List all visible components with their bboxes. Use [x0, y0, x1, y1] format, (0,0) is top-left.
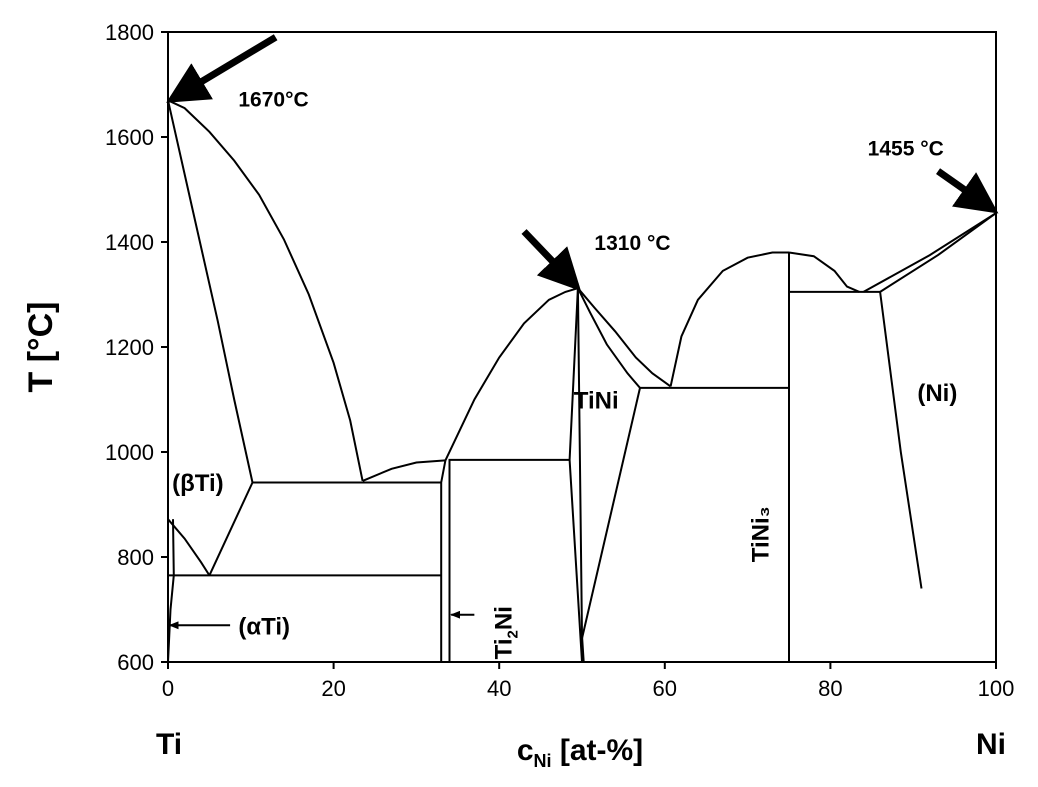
- beta-ti-phase-label: (βTi): [172, 470, 224, 497]
- y-tick-label: 800: [117, 545, 154, 570]
- phase-boundary-line: [167, 100, 254, 483]
- phase-boundary-line: [568, 288, 583, 663]
- element-ni-label: Ni: [976, 728, 1006, 761]
- x-axis-title: cNi [at-%]: [517, 734, 643, 771]
- phase-boundary-line: [444, 287, 579, 461]
- phase-boundary-line: [440, 460, 447, 662]
- y-tick-label: 1600: [105, 125, 154, 150]
- annotation-arrows: [166, 34, 999, 630]
- ti2ni-rest: Ni: [491, 606, 518, 630]
- tini-melt-label: 1310 °C: [594, 232, 670, 255]
- ti2ni-phase-label: Ti2Ni: [491, 606, 522, 659]
- x-tick-label: 80: [818, 676, 842, 701]
- x-tick-label: 40: [487, 676, 511, 701]
- phase-boundary-line: [879, 212, 997, 293]
- ti2ni-main: Ti: [491, 638, 518, 659]
- phase-boundary-line: [167, 518, 211, 576]
- y-axis-title: T [°C]: [22, 301, 60, 392]
- y-tick-label: 1400: [105, 230, 154, 255]
- x-axis-title-main: c: [517, 734, 534, 767]
- x-tick-label: 100: [978, 676, 1015, 701]
- phase-boundaries: [167, 99, 997, 663]
- ni-phase-label: (Ni): [917, 380, 957, 407]
- y-tick-label: 600: [117, 650, 154, 675]
- x-tick-label: 0: [162, 676, 174, 701]
- y-tick-label: 1800: [105, 20, 154, 45]
- phase-boundary-line: [448, 458, 570, 662]
- phase-boundary-line: [577, 287, 672, 388]
- phase-boundary-line: [879, 291, 923, 589]
- phase-boundary-line: [362, 459, 446, 482]
- tini-phase-label: TiNi: [574, 387, 619, 414]
- ti2ni-subscript: 2: [505, 630, 522, 638]
- phase-boundary-line: [669, 251, 789, 387]
- y-tick-label: 1200: [105, 335, 154, 360]
- phase-boundary-line: [167, 519, 175, 663]
- axis-ticks: 0 20 40 60 80 100 600 800 1000 1200 1400 1600 1800: [105, 20, 1014, 701]
- x-axis-title-rest: [at-%]: [552, 734, 644, 767]
- phase-boundary-line: [577, 287, 641, 389]
- phase-boundary-line: [863, 212, 997, 293]
- x-tick-label: 60: [653, 676, 677, 701]
- arrow-ni-melt-arrow: [936, 168, 999, 214]
- ti-melt-label: 1670°C: [238, 89, 308, 112]
- phase-boundary-line: [208, 482, 254, 576]
- arrow-ti-melt-arrow: [166, 34, 278, 103]
- y-tick-label: 1000: [105, 440, 154, 465]
- phase-boundary-line: [167, 99, 364, 482]
- arrow-tini-melt-arrow: [521, 229, 582, 292]
- element-ti-label: Ti: [156, 728, 182, 761]
- phase-boundary-line: [788, 251, 860, 293]
- tini3-phase-label: TiNi₃: [747, 506, 774, 562]
- phase-boundary-line: [581, 387, 641, 639]
- ni-melt-label: 1455 °C: [868, 137, 944, 160]
- x-tick-label: 20: [321, 676, 345, 701]
- alpha-ti-phase-label: (αTi): [238, 613, 290, 640]
- x-axis-title-subscript: Ni: [534, 751, 552, 771]
